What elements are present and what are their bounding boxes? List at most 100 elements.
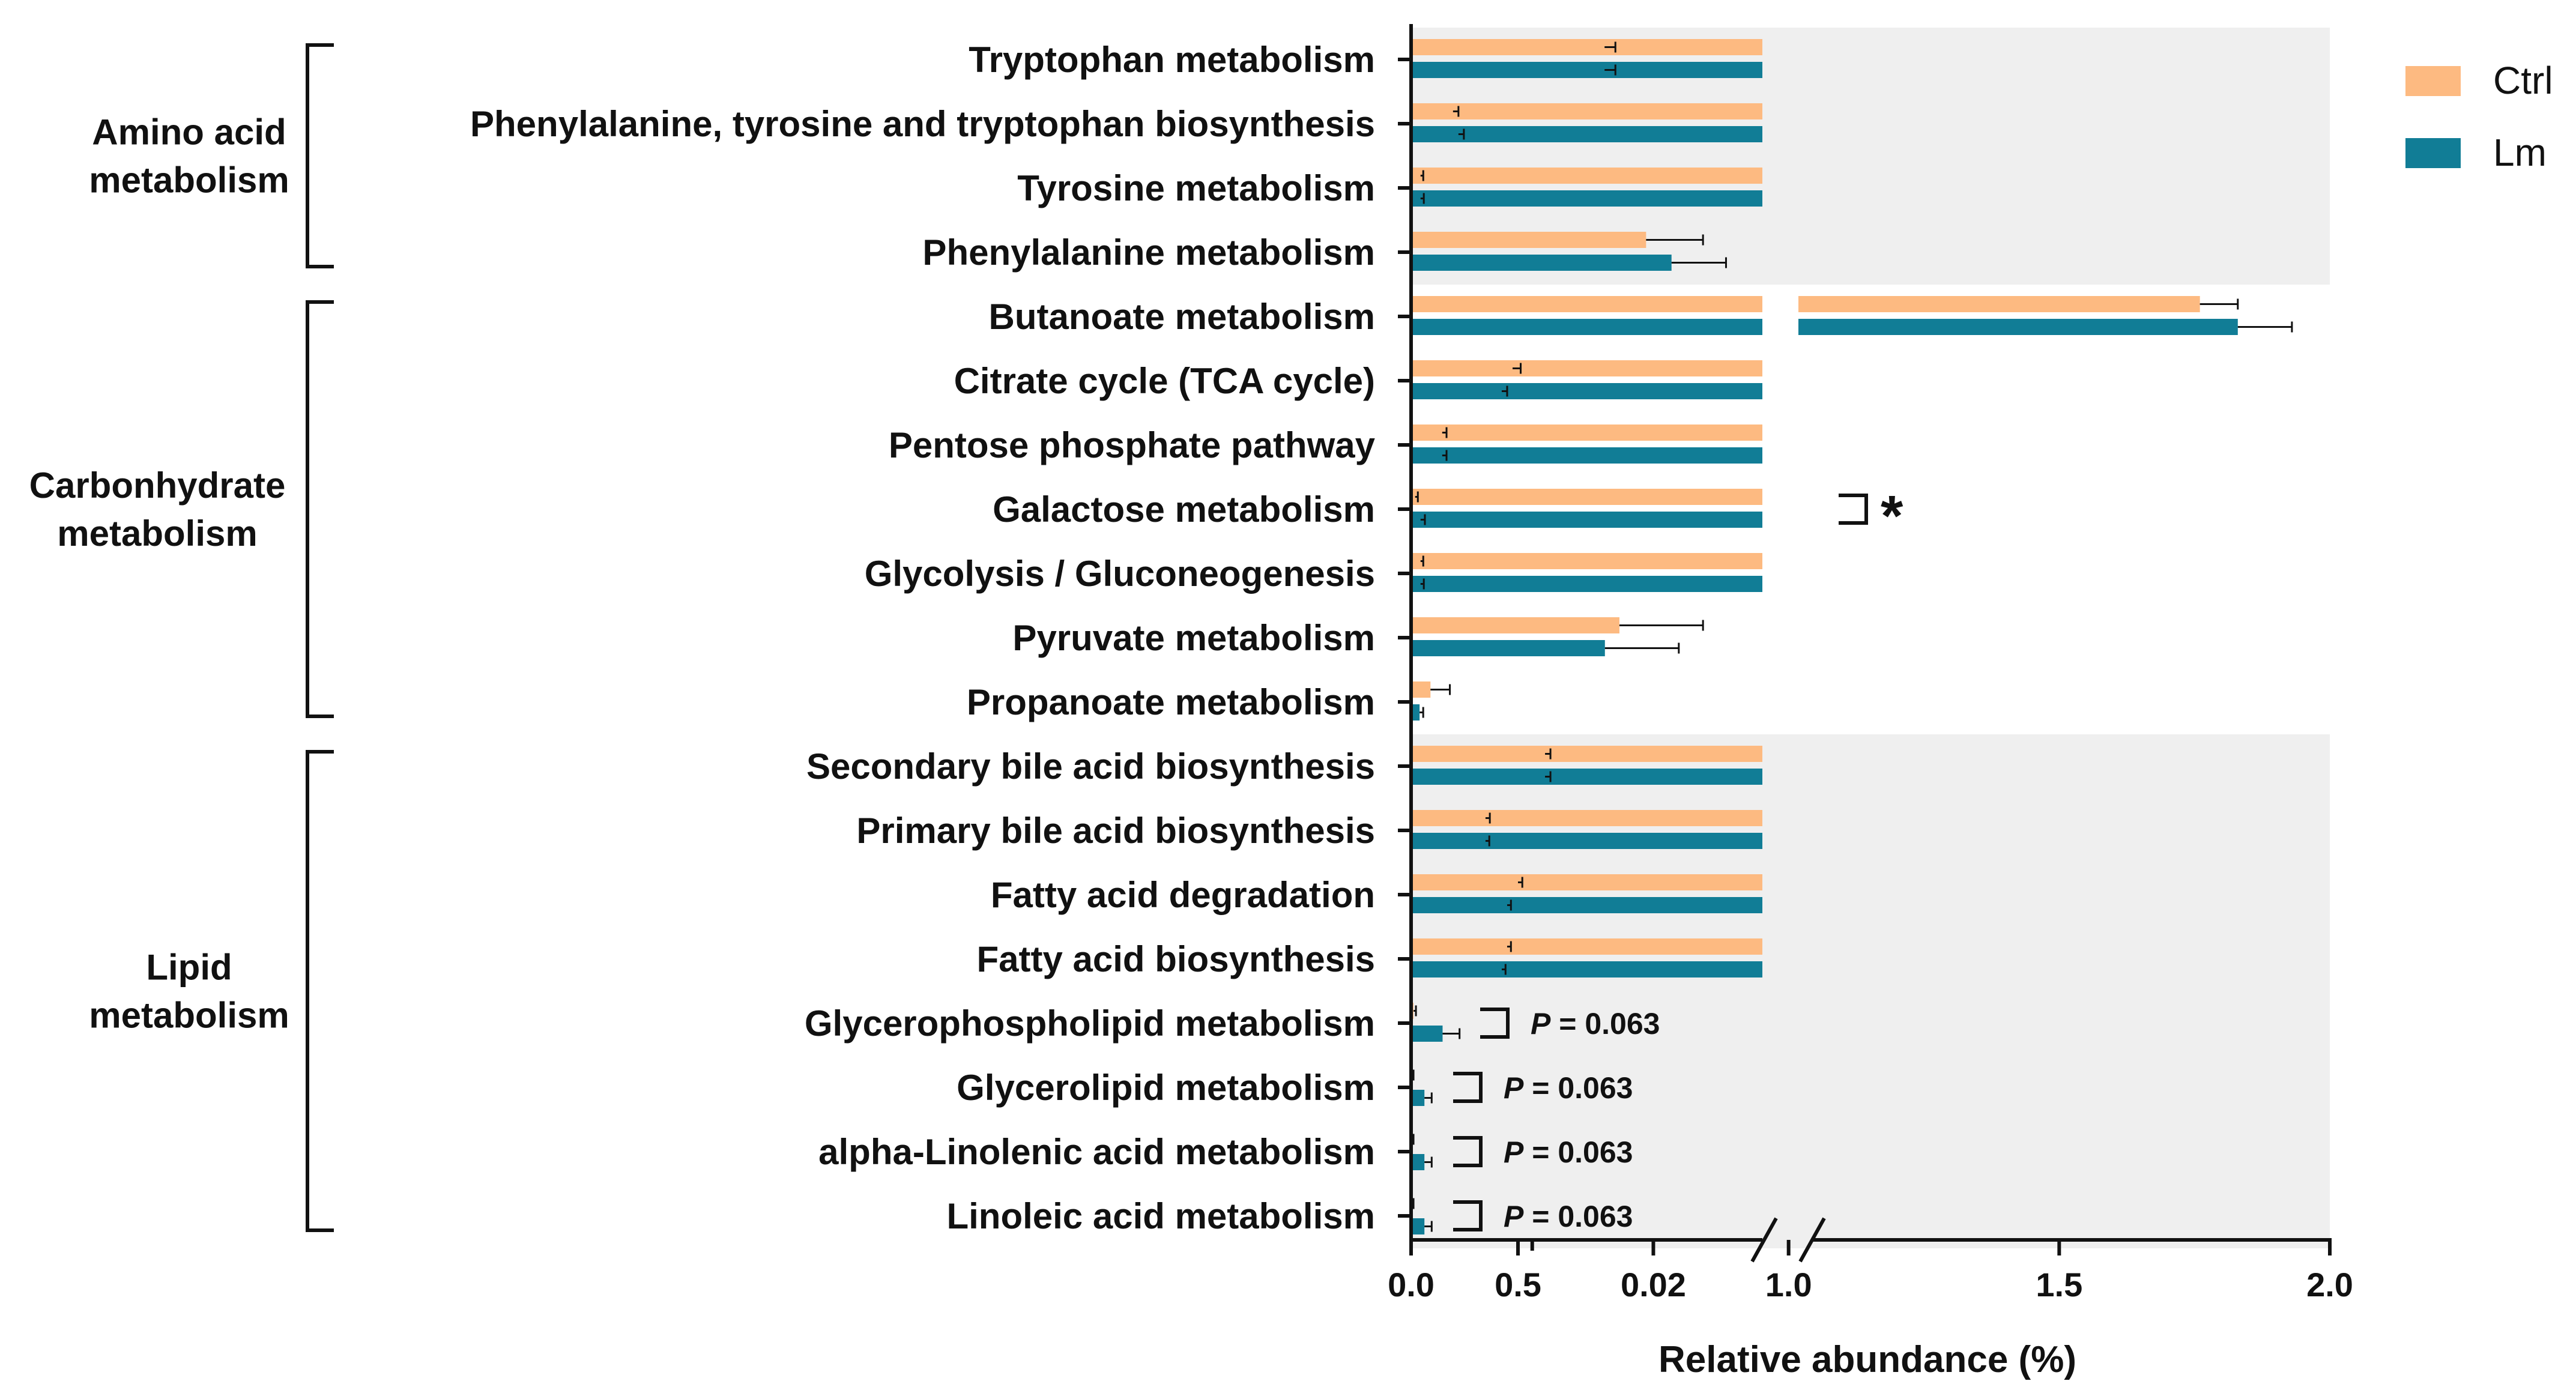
category-label: Tyrosine metabolism bbox=[1017, 168, 1375, 208]
p-value-annotation: P = 0.063 bbox=[1504, 1135, 1633, 1169]
error-bar-lm-row-18 bbox=[1424, 1156, 1433, 1168]
bar-ctrl-row-4 bbox=[1411, 232, 1646, 248]
category-label: Galactose metabolism bbox=[993, 489, 1375, 530]
error-bar-lm-row-15 bbox=[1501, 964, 1507, 975]
error-bar-ctrl-row-13 bbox=[1485, 812, 1491, 824]
error-bar-ctrl-row-11 bbox=[1430, 684, 1451, 695]
bar-ctrl-row-5-right bbox=[1798, 296, 2200, 312]
group-bracket-2 bbox=[306, 300, 334, 718]
x-tick-label: 0.02 bbox=[1621, 1266, 1686, 1304]
x-tick-label: 0.5 bbox=[1495, 1266, 1541, 1304]
category-label: Tryptophan metabolism bbox=[969, 40, 1375, 80]
category-label: Primary bile acid biosynthesis bbox=[856, 811, 1375, 851]
error-bar-lm-row-11 bbox=[1420, 707, 1424, 718]
bar-lm-row-15-left bbox=[1411, 961, 1762, 977]
bar-ctrl-row-12-left bbox=[1411, 746, 1762, 762]
p-value-symbol: P bbox=[1504, 1071, 1524, 1105]
category-label: Propanoate metabolism bbox=[967, 682, 1375, 722]
p-value-annotation: P = 0.063 bbox=[1504, 1200, 1633, 1233]
p-value-symbol: P bbox=[1531, 1007, 1551, 1041]
group-bracket-1 bbox=[306, 43, 334, 268]
bar-lm-row-10 bbox=[1411, 640, 1605, 656]
category-label: Secondary bile acid biosynthesis bbox=[806, 746, 1375, 787]
bar-lm-row-5-right bbox=[1798, 319, 2238, 335]
category-label-layer: Tryptophan metabolism Phenylalanine, tyro… bbox=[470, 40, 1376, 1236]
p-value-symbol: P bbox=[1504, 1200, 1524, 1233]
p-value-annotation: P = 0.063 bbox=[1531, 1007, 1660, 1041]
bar-ctrl-row-14-left bbox=[1411, 874, 1762, 890]
bar-lm-row-13-left bbox=[1411, 833, 1762, 849]
error-bar-ctrl-row-3 bbox=[1420, 170, 1424, 181]
significance-star: * bbox=[1881, 484, 1903, 548]
category-label: Phenylalanine, tyrosine and tryptophan b… bbox=[470, 104, 1375, 144]
axis-break-mark bbox=[1750, 1217, 1826, 1263]
error-bar-ctrl-row-14 bbox=[1518, 877, 1523, 888]
category-label: Pentose phosphate pathway bbox=[889, 425, 1376, 465]
error-bar-lm-row-7 bbox=[1442, 450, 1448, 461]
error-bar-ctrl-row-7 bbox=[1442, 427, 1448, 438]
bar-lm-row-12-left bbox=[1411, 769, 1762, 785]
error-bar-ctrl-row-9 bbox=[1420, 555, 1424, 567]
category-label: alpha-Linolenic acid metabolism bbox=[818, 1132, 1375, 1172]
category-label: Fatty acid biosynthesis bbox=[976, 939, 1375, 979]
category-label: Butanoate metabolism bbox=[989, 297, 1375, 337]
bar-ctrl-row-15-left bbox=[1411, 938, 1762, 955]
error-bar-lm-row-13 bbox=[1485, 835, 1490, 847]
p-value-bracket-5 bbox=[1453, 1200, 1483, 1231]
error-bar-lm-row-14 bbox=[1507, 899, 1512, 911]
category-label: Glycerolipid metabolism bbox=[957, 1068, 1375, 1108]
bar-ctrl-row-10 bbox=[1411, 617, 1619, 633]
p-value-bracket-4 bbox=[1453, 1136, 1483, 1167]
bar-ctrl-row-1-left bbox=[1411, 39, 1762, 55]
category-label: Pyruvate metabolism bbox=[1012, 618, 1375, 658]
p-value-annotation: P = 0.063 bbox=[1504, 1071, 1633, 1105]
p-value-bracket-2 bbox=[1480, 1008, 1510, 1039]
legend-swatch-ctrl bbox=[2405, 66, 2461, 96]
error-bar-lm-row-12 bbox=[1545, 771, 1552, 782]
p-value-number: = 0.063 bbox=[1523, 1135, 1633, 1169]
error-bar-lm-row-9 bbox=[1420, 578, 1425, 590]
x-tick-label: 1.0 bbox=[1765, 1266, 1812, 1304]
bar-lm-row-8-left bbox=[1411, 512, 1762, 528]
bar-lm-row-11 bbox=[1411, 704, 1420, 721]
error-bar-lm-row-16 bbox=[1442, 1028, 1461, 1039]
p-value-symbol: P bbox=[1504, 1135, 1524, 1169]
x-tick-label: 2.0 bbox=[2306, 1266, 2353, 1304]
bar-lm-row-19 bbox=[1411, 1218, 1425, 1234]
error-bar-ctrl-row-1 bbox=[1604, 41, 1616, 53]
error-bar-ctrl-row-15 bbox=[1507, 941, 1512, 952]
error-bar-lm-row-10 bbox=[1604, 642, 1680, 654]
category-label: Linoleic acid metabolism bbox=[946, 1196, 1375, 1236]
axis-layer: 0.0 0.02 0.5 1.0 1.5 2.0 bbox=[1388, 24, 2353, 1304]
group-label-1-line-2: metabolism bbox=[89, 160, 289, 201]
bar-ctrl-row-8-left bbox=[1411, 489, 1762, 505]
bar-ctrl-row-9-left bbox=[1411, 553, 1762, 569]
error-bar-ctrl-row-5 bbox=[2200, 298, 2239, 310]
error-bar-ctrl-row-12 bbox=[1545, 748, 1552, 760]
error-bar-ctrl-row-10 bbox=[1619, 620, 1704, 631]
category-label: Fatty acid degradation bbox=[991, 875, 1375, 915]
bar-ctrl-row-6-left bbox=[1411, 360, 1762, 376]
p-value-number: = 0.063 bbox=[1523, 1200, 1633, 1233]
bar-lm-row-3-left bbox=[1411, 190, 1762, 207]
error-bar-lm-row-19 bbox=[1424, 1221, 1433, 1232]
bar-ctrl-row-3-left bbox=[1411, 168, 1762, 184]
error-bar-lm-row-6 bbox=[1501, 385, 1508, 397]
bar-lm-row-1-left bbox=[1411, 62, 1762, 78]
bar-lm-row-6-left bbox=[1411, 383, 1762, 399]
error-bar-ctrl-row-6 bbox=[1512, 363, 1522, 374]
significance-bracket-1 bbox=[1839, 494, 1868, 525]
bar-lm-row-2-left bbox=[1411, 126, 1762, 142]
error-bar-ctrl-row-16 bbox=[1413, 1005, 1417, 1017]
bar-lm-row-17 bbox=[1411, 1090, 1425, 1106]
error-bar-ctrl-row-4 bbox=[1646, 234, 1704, 246]
p-value-number: = 0.063 bbox=[1550, 1007, 1660, 1041]
bar-layer bbox=[1411, 39, 2293, 1234]
bar-ctrl-row-2-left bbox=[1411, 103, 1762, 119]
legend-label-ctrl: Ctrl bbox=[2493, 59, 2553, 102]
error-bar-lm-row-4 bbox=[1671, 257, 1727, 268]
bar-lm-row-5-left bbox=[1411, 319, 1762, 335]
p-value-number: = 0.063 bbox=[1523, 1071, 1633, 1105]
